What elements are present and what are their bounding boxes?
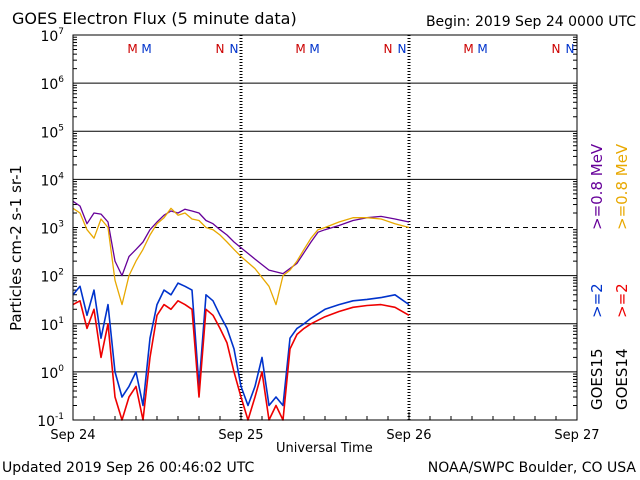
grid-lines	[73, 36, 577, 407]
x-tick-label: Sep 25	[218, 428, 263, 443]
y-tick-label: 104	[40, 171, 64, 189]
goes15-high-label: >=2	[588, 283, 606, 318]
y-tick-labels: 107 106 105 104 103 102 101 100 10-1	[37, 27, 64, 430]
mn-marker: M	[295, 42, 305, 56]
series-line-1	[72, 200, 410, 277]
updated-time: Updated 2019 Sep 26 00:46:02 UTC	[2, 460, 255, 476]
y-tick-label: 106	[40, 75, 64, 93]
y-tick-label: 105	[40, 123, 64, 141]
mn-marker: N	[566, 42, 575, 56]
goes14-high-label: >=2	[613, 283, 631, 318]
x-tick-label: Sep 26	[386, 428, 431, 443]
series-line-2	[72, 207, 410, 306]
right-legend: >=2 >=2 >=0.8 MeV >=0.8 MeV GOES15 GOES1…	[588, 143, 631, 410]
mn-marker: M	[463, 42, 473, 56]
x-tick-label: Sep 27	[554, 428, 599, 443]
y-axis-label: Particles cm-2 s-1 sr-1	[7, 165, 25, 331]
mn-marker: N	[398, 42, 407, 56]
begin-time: Begin: 2019 Sep 24 0000 UTC	[425, 14, 636, 30]
mn-marker: N	[552, 42, 561, 56]
mn-marker: M	[477, 42, 487, 56]
series-line-4	[72, 299, 410, 421]
y-tick-label: 103	[40, 220, 64, 238]
y-tick-label: 101	[40, 316, 64, 334]
series-line-3	[72, 282, 410, 407]
mn-marker: N	[230, 42, 239, 56]
plot-frame	[72, 34, 578, 421]
y-tick-label: 107	[40, 27, 64, 45]
mn-marker: N	[384, 42, 393, 56]
series-lines	[72, 200, 410, 421]
mn-marker: M	[309, 42, 319, 56]
mn-marker: M	[127, 42, 137, 56]
goes15-low-label: >=0.8 MeV	[588, 143, 606, 230]
y-tick-label: 10-1	[37, 412, 64, 430]
credit-text: NOAA/SWPC Boulder, CO USA	[427, 460, 636, 476]
y-tick-label: 102	[40, 268, 64, 286]
mn-marker: N	[216, 42, 225, 56]
x-tick-label: Sep 24	[50, 428, 95, 443]
goes15-label: GOES15	[588, 348, 606, 410]
y-tick-label: 100	[40, 364, 64, 382]
goes14-low-label: >=0.8 MeV	[613, 143, 631, 230]
goes14-label: GOES14	[613, 348, 631, 410]
chart-title: GOES Electron Flux (5 minute data)	[12, 9, 297, 28]
x-tick-labels: Sep 24 Sep 25 Sep 26 Sep 27	[50, 428, 599, 443]
x-axis-label: Universal Time	[276, 441, 373, 456]
mn-marker: M	[141, 42, 151, 56]
